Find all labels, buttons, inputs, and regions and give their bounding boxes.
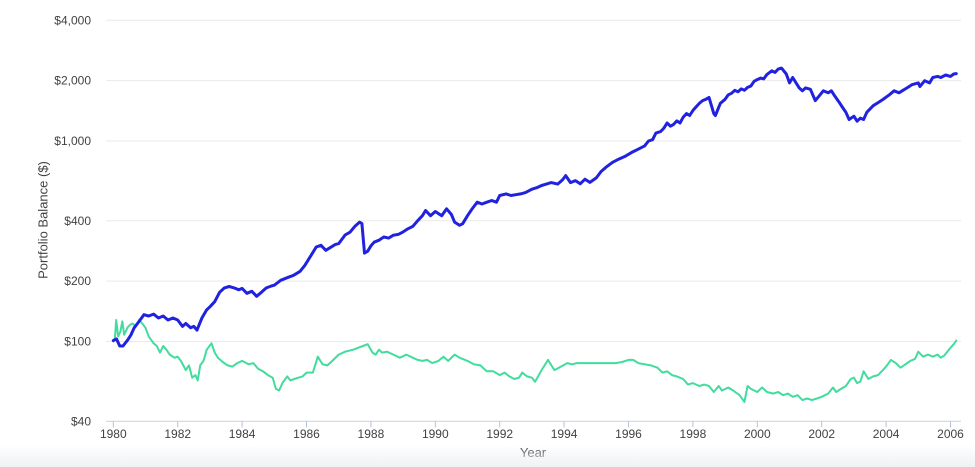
x-tick-label: 2004 [873,427,900,441]
x-tick-label: 2006 [937,427,964,441]
y-tick-label: $2,000 [54,74,91,88]
x-tick-label: 1986 [293,427,320,441]
x-tick-label: 2000 [744,427,771,441]
x-tick-label: 1988 [358,427,385,441]
y-tick-label: $400 [64,214,91,228]
x-tick-label: 2002 [808,427,835,441]
series-blue-line[interactable] [111,66,958,348]
x-tick-label: 1990 [422,427,449,441]
y-tick-label: $40 [71,414,91,428]
y-tick-label: $200 [64,274,91,288]
x-tick-label: 1984 [229,427,256,441]
x-tick-label: 1980 [100,427,127,441]
y-tick-label: $1,000 [54,134,91,148]
x-tick-label: 1996 [615,427,642,441]
x-axis-title: Year [519,445,547,460]
x-tick-label: 1998 [680,427,707,441]
series-green-line[interactable] [112,319,958,403]
y-tick-label: $100 [64,335,91,349]
y-axis-title: Portfolio Balance ($) [35,161,51,279]
x-tick-label: 1994 [551,427,578,441]
x-tick-label: 1992 [486,427,513,441]
y-tick-label: $4,000 [54,13,91,27]
x-tick-label: 1982 [164,427,191,441]
